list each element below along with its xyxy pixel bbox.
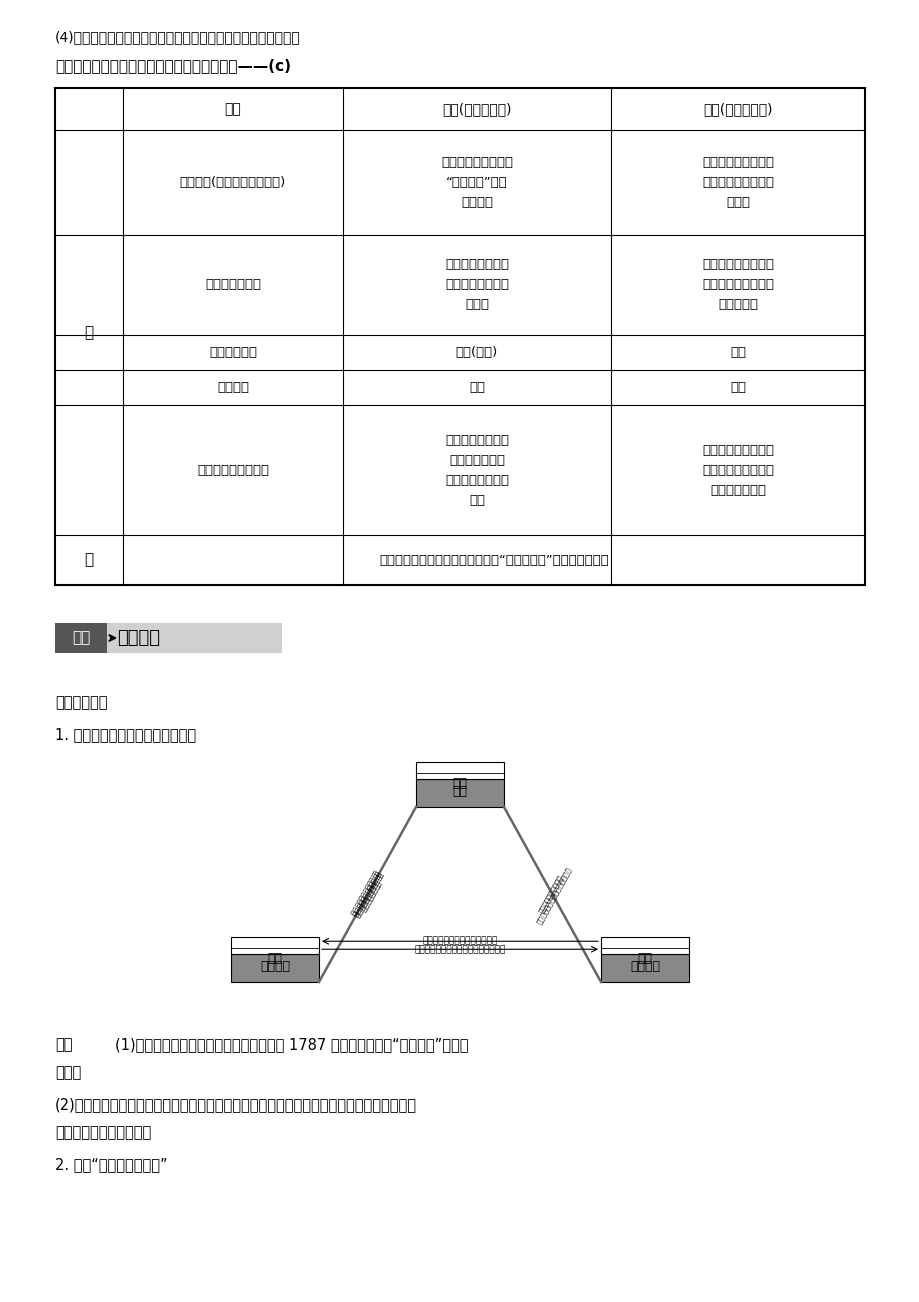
Text: 最高法院可宣布法律不符合宪法: 最高法院可宣布法律不符合宪法 <box>422 936 497 945</box>
Text: (2)图示内容：美国联邦政府权力结构体现三权分立，权力相互制约与平衡的核心原则有利于: (2)图示内容：美国联邦政府权力结构体现三权分立，权力相互制约与平衡的核心原则有… <box>55 1098 416 1112</box>
Text: 参众两院: 参众两院 <box>260 960 289 973</box>
Bar <box>231 954 319 982</box>
Text: 政府与议会关系: 政府与议会关系 <box>205 279 261 292</box>
Text: 总统可以三分之二多数通过: 总统可以三分之二多数通过 <box>351 870 381 918</box>
Text: 联邦法院: 联邦法院 <box>630 960 659 973</box>
Text: 内阁由议会产生，
对议会负责，掌握
行政权: 内阁由议会产生， 对议会负责，掌握 行政权 <box>445 259 508 311</box>
Text: 政府首脑: 政府首脑 <box>217 381 249 395</box>
Text: 防止独裁，维护共和制。: 防止独裁，维护共和制。 <box>55 1125 151 1141</box>
Text: 国家权力中心: 国家权力中心 <box>209 346 256 359</box>
Text: 都属于代议制民主制度；都体现了“分权与制衡”原则、法治原则: 都属于代议制民主制度；都体现了“分权与制衡”原则、法治原则 <box>379 553 608 566</box>
Text: 议会与议员产生方式: 议会与议员产生方式 <box>197 464 268 477</box>
Bar <box>600 937 688 954</box>
Text: 议会(下院): 议会(下院) <box>456 346 497 359</box>
Bar <box>415 762 504 779</box>
Text: 总统可否决国会通过的法律: 总统可否决国会通过的法律 <box>348 868 380 917</box>
Text: 国会由参议院和众议
院组成，两院议员均
由民主选举产生: 国会由参议院和众议 院组成，两院议员均 由民主选举产生 <box>701 444 773 496</box>
Text: 国家元首(称谓，产生与职能): 国家元首(称谓，产生与职能) <box>180 176 286 189</box>
Bar <box>107 622 282 654</box>
Text: 核心考点: 核心考点 <box>117 629 160 647</box>
Text: 总统: 总统 <box>729 346 745 359</box>
Text: 政府首脑即总统，行
使行政权。总统与国
会相互制衡: 政府首脑即总统，行 使行政权。总统与国 会相互制衡 <box>701 259 773 311</box>
Text: 政体: 政体 <box>224 102 241 116</box>
Text: 立法: 立法 <box>267 952 282 965</box>
Text: 「史料实证」: 「史料实证」 <box>55 695 108 710</box>
Text: 细讲: 细讲 <box>72 630 90 646</box>
Bar <box>415 779 504 807</box>
Text: 异: 异 <box>85 326 94 340</box>
Bar <box>55 622 107 654</box>
Bar <box>231 937 319 954</box>
Text: (1)图片背景：美国独立战争胜利后，颌布 1787 年宪法，确立了“三权分立”的国家: (1)图片背景：美国独立战争胜利后，颌布 1787 年宪法，确立了“三权分立”的… <box>115 1036 468 1052</box>
Text: 政体。: 政体。 <box>55 1065 81 1079</box>
Text: 总统: 总统 <box>729 381 745 395</box>
Text: 美国(民主共和制): 美国(民主共和制) <box>702 102 772 116</box>
Text: 英国(君主立宪制): 英国(君主立宪制) <box>442 102 511 116</box>
Text: 最高法院可宣布总统行政命令违宪: 最高法院可宣布总统行政命令违宪 <box>535 866 572 924</box>
Text: 总统，选举产生有任
期，政府首脑，三军
总司令: 总统，选举产生有任 期，政府首脑，三军 总司令 <box>701 156 773 210</box>
Text: 三、比较美国共和制与英国君主立宪制的异同——(c): 三、比较美国共和制与英国君主立宪制的异同——(c) <box>55 59 290 73</box>
Text: 首相: 首相 <box>469 381 484 395</box>
Text: 总统: 总统 <box>452 785 467 798</box>
Bar <box>600 954 688 982</box>
Text: 上院由贵族世袭，
下院议员民主选
举产生，共同组成
议会: 上院由贵族世袭， 下院议员民主选 举产生，共同组成 议会 <box>445 434 508 506</box>
Text: 2. 漫画“美国总统不好当”: 2. 漫画“美国总统不好当” <box>55 1157 167 1172</box>
Text: 总统所否决的法律: 总统所否决的法律 <box>359 880 381 913</box>
Text: 行政: 行政 <box>452 777 467 790</box>
Text: 总统提名任命联邦法官: 总统提名任命联邦法官 <box>538 874 563 914</box>
Text: 司法: 司法 <box>637 952 652 965</box>
Text: 总统提名的司法官员必须经参议院批准: 总统提名的司法官员必须经参议院批准 <box>414 945 505 954</box>
Text: (4)避免了中央集权的弊端，又可以发挥地方的积极性和创造性。: (4)避免了中央集权的弊端，又可以发挥地方的积极性和创造性。 <box>55 30 301 44</box>
Text: 同: 同 <box>85 552 94 568</box>
Text: 国会可以三分之二多数通过: 国会可以三分之二多数通过 <box>353 871 383 919</box>
Text: 1. 美国三权分立的权力构建示意图: 1. 美国三权分立的权力构建示意图 <box>55 727 196 742</box>
Text: 国王，世袭，终身，
“统而不治”，国
家的象征: 国王，世袭，终身， “统而不治”，国 家的象征 <box>440 156 513 210</box>
Text: 解读: 解读 <box>55 1036 73 1052</box>
